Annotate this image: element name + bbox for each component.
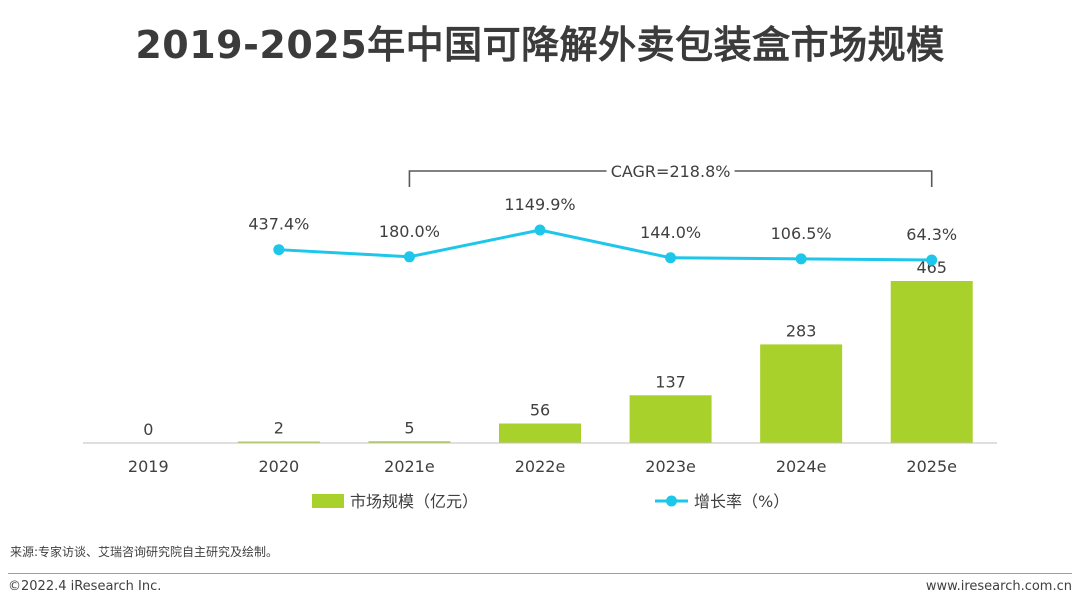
- growth-label-2020: 437.4%: [248, 215, 309, 234]
- bar-2024e: [760, 344, 843, 443]
- growth-label-2022e: 1149.9%: [504, 195, 575, 214]
- bar-2023e: [629, 395, 712, 443]
- growth-point-2021e: [403, 251, 415, 263]
- bar-2025e: [890, 281, 973, 443]
- x-tick-2020: 2020: [258, 457, 299, 476]
- cagr-bracket-right: [734, 170, 933, 187]
- growth-point-2023e: [665, 252, 677, 264]
- x-tick-2022e: 2022e: [515, 457, 566, 476]
- chart: 0 2 5 56 137 283 465 2019 2020 2021e 2022e 2023e 202…: [83, 162, 997, 511]
- bar-label-2023e: 137: [655, 372, 686, 391]
- bar-2022e: [499, 423, 581, 443]
- growth-label-2021e: 180.0%: [379, 222, 440, 241]
- legend-line-marker: [666, 495, 677, 507]
- bar-label-2025e: 465: [916, 258, 947, 277]
- source-note: 来源:专家访谈、艾瑞咨询研究院自主研究及绘制。: [10, 545, 279, 559]
- bar-label-2020: 2: [274, 419, 284, 438]
- copyright: ©2022.4 iResearch Inc.: [8, 579, 162, 594]
- x-tick-2019: 2019: [128, 457, 169, 476]
- bar-label-2021e: 5: [404, 418, 414, 437]
- legend-bar-label: 市场规模（亿元）: [350, 492, 478, 511]
- bar-label-2022e: 56: [530, 400, 550, 419]
- legend-bar-swatch: [312, 494, 344, 508]
- growth-label-2023e: 144.0%: [640, 223, 701, 242]
- cagr-label: CAGR=218.8%: [611, 162, 731, 181]
- cagr-bracket-left: [408, 170, 607, 187]
- growth-point-2024e: [795, 253, 807, 265]
- x-tick-2024e: 2024e: [776, 457, 827, 476]
- growth-point-2022e: [534, 224, 546, 236]
- bar-label-2019: 0: [143, 420, 153, 439]
- growth-rate-line: [278, 228, 932, 262]
- bar-label-2024e: 283: [786, 321, 817, 340]
- chart-title: 2019-2025年中国可降解外卖包装盒市场规模: [135, 23, 945, 67]
- x-tick-2021e: 2021e: [384, 457, 435, 476]
- footer-divider: [8, 573, 1072, 574]
- bar-2021e: [368, 441, 451, 443]
- website: www.iresearch.com.cn: [925, 579, 1072, 594]
- growth-point-2025e: [926, 254, 938, 266]
- x-tick-2023e: 2023e: [645, 457, 696, 476]
- growth-label-2024e: 106.5%: [771, 224, 832, 243]
- growth-label-2025e: 64.3%: [906, 225, 957, 244]
- growth-point-2020: [273, 244, 285, 256]
- legend-line-label: 增长率（%）: [694, 492, 789, 511]
- x-tick-2025e: 2025e: [906, 457, 957, 476]
- bar-2020: [237, 441, 320, 443]
